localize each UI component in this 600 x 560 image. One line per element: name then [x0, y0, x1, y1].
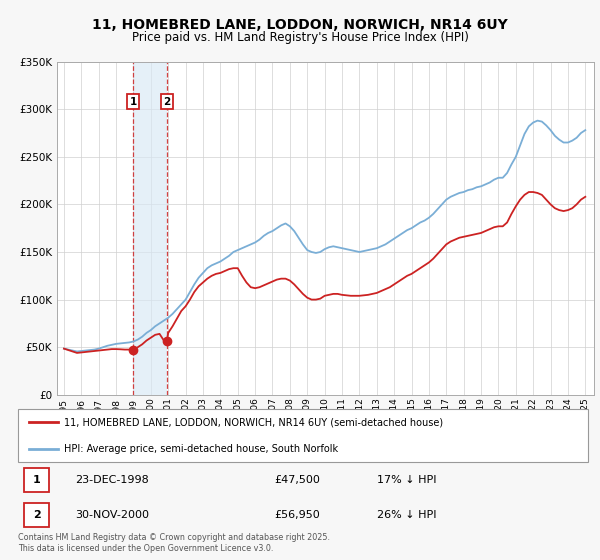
Text: Price paid vs. HM Land Registry's House Price Index (HPI): Price paid vs. HM Land Registry's House … [131, 31, 469, 44]
FancyBboxPatch shape [24, 503, 49, 528]
Text: 17% ↓ HPI: 17% ↓ HPI [377, 475, 437, 486]
Text: 2: 2 [32, 510, 40, 520]
Text: HPI: Average price, semi-detached house, South Norfolk: HPI: Average price, semi-detached house,… [64, 444, 338, 454]
Text: £56,950: £56,950 [275, 510, 320, 520]
Text: £47,500: £47,500 [275, 475, 320, 486]
Text: 1: 1 [32, 475, 40, 486]
Text: 23-DEC-1998: 23-DEC-1998 [75, 475, 149, 486]
Text: 2: 2 [163, 96, 170, 106]
Text: 1: 1 [130, 96, 137, 106]
Text: 11, HOMEBRED LANE, LODDON, NORWICH, NR14 6UY: 11, HOMEBRED LANE, LODDON, NORWICH, NR14… [92, 18, 508, 32]
Text: 11, HOMEBRED LANE, LODDON, NORWICH, NR14 6UY (semi-detached house): 11, HOMEBRED LANE, LODDON, NORWICH, NR14… [64, 417, 443, 427]
Text: Contains HM Land Registry data © Crown copyright and database right 2025.
This d: Contains HM Land Registry data © Crown c… [18, 533, 330, 553]
FancyBboxPatch shape [24, 468, 49, 492]
Text: 26% ↓ HPI: 26% ↓ HPI [377, 510, 437, 520]
Text: 30-NOV-2000: 30-NOV-2000 [75, 510, 149, 520]
Bar [133, 62, 167, 395]
